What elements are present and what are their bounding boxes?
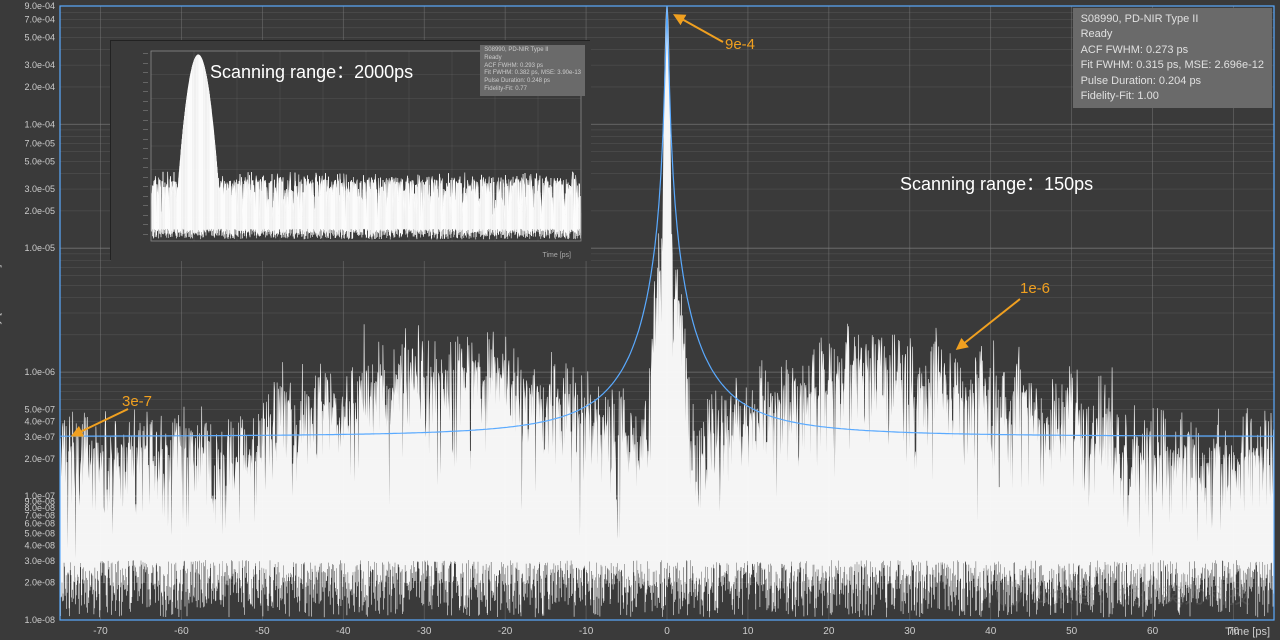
svg-text:3.0e-04: 3.0e-04: [24, 60, 55, 70]
svg-text:—: —: [143, 165, 148, 171]
svg-text:3.0e-08: 3.0e-08: [24, 556, 55, 566]
inset-info-line: ACF FWHM: 0.293 ps: [484, 63, 581, 71]
svg-text:-20: -20: [498, 626, 513, 637]
svg-text:3.0e-07: 3.0e-07: [24, 432, 55, 442]
svg-text:-60: -60: [174, 626, 189, 637]
svg-text:—: —: [143, 118, 148, 124]
svg-text:—: —: [143, 99, 148, 105]
svg-text:50: 50: [1066, 626, 1078, 637]
svg-text:1.0e-07: 1.0e-07: [24, 491, 55, 501]
inset-info-line: S08990, PD-NIR Type II: [484, 47, 581, 55]
y-axis-label: Intensity [arb. units]: [0, 265, 2, 360]
scan-range-inset-label: Scanning range：2000ps: [210, 58, 413, 84]
svg-text:—: —: [143, 213, 148, 219]
floor-arrow-icon: [70, 405, 140, 445]
svg-text:—: —: [143, 156, 148, 162]
watermark-icon: [996, 581, 1022, 607]
svg-text:10: 10: [742, 626, 754, 637]
svg-text:1.0e-04: 1.0e-04: [24, 119, 55, 129]
svg-text:30: 30: [904, 626, 916, 637]
svg-text:40: 40: [985, 626, 997, 637]
svg-text:4.0e-08: 4.0e-08: [24, 540, 55, 550]
svg-text:—: —: [143, 146, 148, 152]
svg-text:2.0e-07: 2.0e-07: [24, 454, 55, 464]
svg-text:2.0e-04: 2.0e-04: [24, 82, 55, 92]
side-arrow-icon: [950, 295, 1030, 355]
info-pulse: Pulse Duration: 0.204 ps: [1081, 74, 1264, 89]
svg-text:-10: -10: [579, 626, 594, 637]
svg-text:-30: -30: [417, 626, 432, 637]
inset-info-line: Pulse Duration: 0.248 ps: [484, 78, 581, 86]
svg-text:5.0e-07: 5.0e-07: [24, 404, 55, 414]
scan-range-main-label: Scanning range：150ps: [900, 170, 1093, 196]
side-peak-annotation: 1e-6: [1020, 280, 1050, 297]
svg-text:-70: -70: [93, 626, 108, 637]
svg-text:—: —: [143, 194, 148, 200]
svg-text:5.0e-04: 5.0e-04: [24, 33, 55, 43]
svg-text:1.0e-06: 1.0e-06: [24, 367, 55, 377]
svg-text:1.0e-08: 1.0e-08: [24, 615, 55, 625]
svg-text:-40: -40: [336, 626, 351, 637]
svg-text:—: —: [143, 137, 148, 143]
svg-text:—: —: [143, 51, 148, 57]
svg-text:—: —: [143, 232, 148, 238]
svg-text:1.0e-05: 1.0e-05: [24, 243, 55, 253]
inset-info-line: Fit FWHM: 0.382 ps, MSE: 3.90e-13: [484, 70, 581, 78]
svg-text:—: —: [143, 61, 148, 67]
svg-text:—: —: [143, 222, 148, 228]
svg-text:—: —: [143, 127, 148, 133]
svg-text:Time [ps]: Time [ps]: [542, 252, 571, 259]
svg-text:—: —: [143, 184, 148, 190]
info-device: S08990, PD-NIR Type II: [1081, 12, 1264, 27]
peak-annotation: 9e-4: [725, 36, 755, 53]
svg-text:7.0e-04: 7.0e-04: [24, 15, 55, 25]
svg-text:—: —: [143, 89, 148, 95]
svg-text:-50: -50: [255, 626, 270, 637]
watermark: 公众号：杭州奕力科技: [996, 578, 1250, 610]
svg-text:—: —: [143, 175, 148, 181]
svg-text:20: 20: [823, 626, 835, 637]
svg-text:60: 60: [1147, 626, 1159, 637]
svg-text:2.0e-08: 2.0e-08: [24, 578, 55, 588]
svg-text:5.0e-08: 5.0e-08: [24, 528, 55, 538]
svg-text:5.0e-05: 5.0e-05: [24, 157, 55, 167]
inset-info-line: Ready: [484, 55, 581, 63]
info-acf: ACF FWHM: 0.273 ps: [1081, 43, 1264, 58]
info-fit: Fit FWHM: 0.315 ps, MSE: 2.696e-12: [1081, 58, 1264, 73]
svg-text:—: —: [143, 203, 148, 209]
watermark-text: 公众号：杭州奕力科技: [1030, 578, 1250, 610]
inset-info-line: Fidelity-Fit: 0.77: [484, 86, 581, 94]
noise-floor-annotation: 3e-7: [122, 393, 152, 410]
inset-info-panel: S08990, PD-NIR Type II Ready ACF FWHM: 0…: [480, 45, 585, 96]
svg-text:—: —: [143, 70, 148, 76]
svg-text:0: 0: [664, 626, 670, 637]
peak-arrow-icon: [668, 12, 728, 52]
info-status: Ready: [1081, 27, 1264, 42]
svg-text:3.0e-05: 3.0e-05: [24, 184, 55, 194]
info-panel: S08990, PD-NIR Type II Ready ACF FWHM: 0…: [1073, 8, 1272, 108]
svg-text:—: —: [143, 108, 148, 114]
info-fidelity: Fidelity-Fit: 1.00: [1081, 89, 1264, 104]
svg-text:—: —: [143, 80, 148, 86]
x-axis-label: Time [ps]: [1225, 626, 1270, 638]
svg-text:4.0e-07: 4.0e-07: [24, 416, 55, 426]
svg-text:2.0e-05: 2.0e-05: [24, 206, 55, 216]
svg-text:9.0e-04: 9.0e-04: [24, 1, 55, 11]
svg-text:7.0e-05: 7.0e-05: [24, 138, 55, 148]
